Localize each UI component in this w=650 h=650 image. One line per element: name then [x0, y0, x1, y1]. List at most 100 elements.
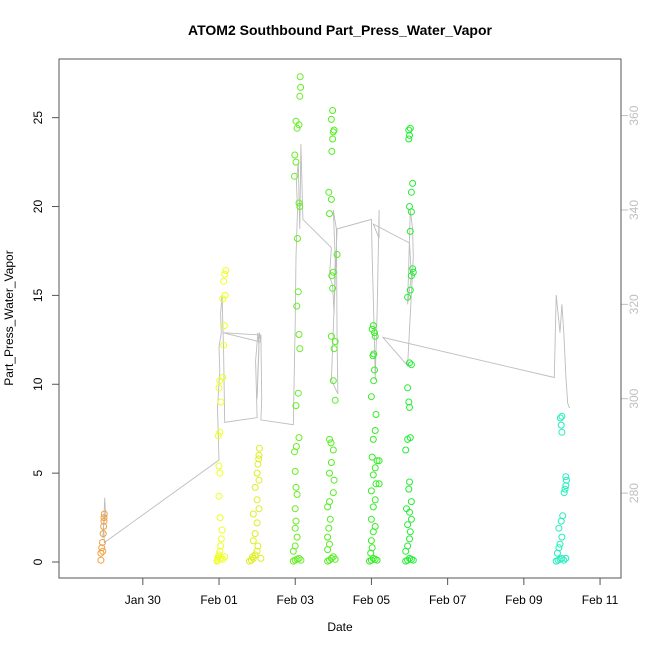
data-point-5-15	[375, 480, 383, 488]
data-point-2-12	[251, 483, 259, 491]
data-point-6-20	[405, 398, 413, 406]
data-point-5-24	[367, 393, 375, 401]
data-point-3-19	[296, 345, 304, 353]
data-point-2-4	[253, 547, 261, 555]
data-point-5-19	[368, 453, 376, 461]
data-point-6-23	[406, 359, 413, 367]
data-point-5-31	[369, 322, 377, 330]
data-point-3-4	[297, 556, 305, 564]
data-point-4-32	[329, 135, 337, 143]
data-point-2-5	[254, 542, 262, 550]
data-point-2-16	[255, 451, 263, 459]
data-point-2-8	[253, 519, 261, 527]
data-point-6-18	[406, 434, 414, 442]
data-point-6-32	[407, 188, 415, 196]
data-point-3-21	[293, 302, 301, 310]
data-point-0-0	[97, 556, 105, 564]
data-point-0-2	[98, 544, 106, 552]
data-point-5-18	[373, 457, 381, 465]
data-point-3-7	[293, 533, 301, 541]
data-point-6-34	[405, 135, 413, 143]
data-point-6-31	[406, 203, 413, 210]
data-point-3-26	[291, 172, 298, 180]
data-point-4-24	[329, 284, 337, 292]
data-point-3-17	[292, 402, 300, 410]
data-point-6-19	[406, 403, 413, 411]
data-point-1-18	[219, 373, 227, 381]
data-point-4-20	[329, 377, 337, 385]
data-point-2-10	[255, 505, 263, 513]
data-point-3-8	[291, 524, 299, 532]
data-point-3-18	[294, 389, 302, 397]
data-point-6-8	[406, 528, 414, 536]
x-tick-label-0: Jan 30	[125, 593, 161, 607]
data-point-2-1	[247, 556, 255, 564]
data-point-7-7	[555, 544, 563, 552]
data-point-2-9	[249, 510, 257, 518]
data-point-0-4	[99, 530, 107, 538]
data-point-7-12	[559, 512, 567, 520]
data-point-7-19	[557, 421, 565, 429]
data-point-7-14	[561, 485, 569, 493]
data-point-3-31	[295, 121, 303, 129]
data-point-6-36	[406, 124, 414, 132]
data-point-6-9	[404, 521, 412, 529]
data-point-5-9	[371, 523, 379, 530]
data-point-2-14	[253, 469, 261, 477]
data-point-3-25	[296, 203, 304, 210]
data-point-3-23	[294, 235, 301, 242]
data-point-3-27	[292, 158, 300, 166]
y-tick-label-5: 25	[31, 111, 45, 125]
data-point-4-7	[324, 533, 332, 541]
data-point-5-12	[371, 496, 379, 504]
data-point-6-15	[406, 478, 413, 486]
data-point-3-10	[291, 505, 299, 513]
data-point-2-19	[257, 554, 265, 562]
data-point-6-6	[404, 542, 412, 550]
x-tick-label-5: Feb 09	[505, 593, 543, 607]
data-point-4-11	[326, 498, 333, 506]
data-point-6-37	[405, 126, 413, 134]
data-point-4-27	[329, 268, 337, 276]
y2-tick-label-0: 280	[627, 483, 641, 503]
x-tick-label-1: Feb 01	[200, 593, 238, 607]
data-point-6-25	[406, 286, 414, 294]
data-point-1-14	[216, 428, 224, 436]
chart-title: ATOM2 Southbound Part_Press_Water_Vapor	[188, 22, 492, 38]
data-point-3-22	[294, 288, 302, 296]
data-point-5-4	[373, 556, 381, 564]
data-point-1-9	[216, 514, 224, 522]
data-point-4-16	[329, 446, 337, 454]
data-point-3-32	[296, 92, 304, 100]
data-point-6-16	[402, 446, 410, 454]
y2-tick-label-1: 300	[627, 388, 641, 408]
data-point-1-8	[218, 526, 226, 534]
data-point-5-30	[368, 325, 376, 333]
data-point-5-11	[369, 503, 377, 511]
data-point-6-35	[406, 131, 413, 139]
y-tick-label-4: 20	[31, 200, 45, 214]
data-point-4-23	[331, 338, 339, 346]
data-point-1-19	[220, 341, 228, 349]
data-point-3-20	[295, 331, 303, 338]
data-point-4-2	[327, 554, 335, 562]
data-point-1-15	[217, 398, 225, 406]
y2-tick-label-4: 360	[627, 105, 641, 125]
data-point-4-22	[327, 332, 335, 340]
y-tick-label-2: 10	[31, 377, 45, 391]
data-point-7-9	[558, 533, 566, 541]
data-point-6-26	[407, 272, 415, 280]
data-point-7-8	[556, 540, 564, 548]
data-point-0-7	[100, 514, 108, 522]
data-point-5-25	[370, 377, 378, 385]
data-point-4-19	[331, 396, 339, 404]
data-point-0-3	[98, 539, 106, 546]
data-point-3-29	[293, 124, 301, 132]
data-point-4-6	[326, 540, 333, 548]
data-point-5-23	[372, 411, 380, 418]
data-point-7-17	[562, 473, 570, 481]
y-tick-label-1: 5	[31, 469, 45, 476]
data-point-1-10	[215, 492, 223, 500]
data-point-1-20	[220, 322, 228, 330]
data-point-1-12	[215, 462, 223, 470]
